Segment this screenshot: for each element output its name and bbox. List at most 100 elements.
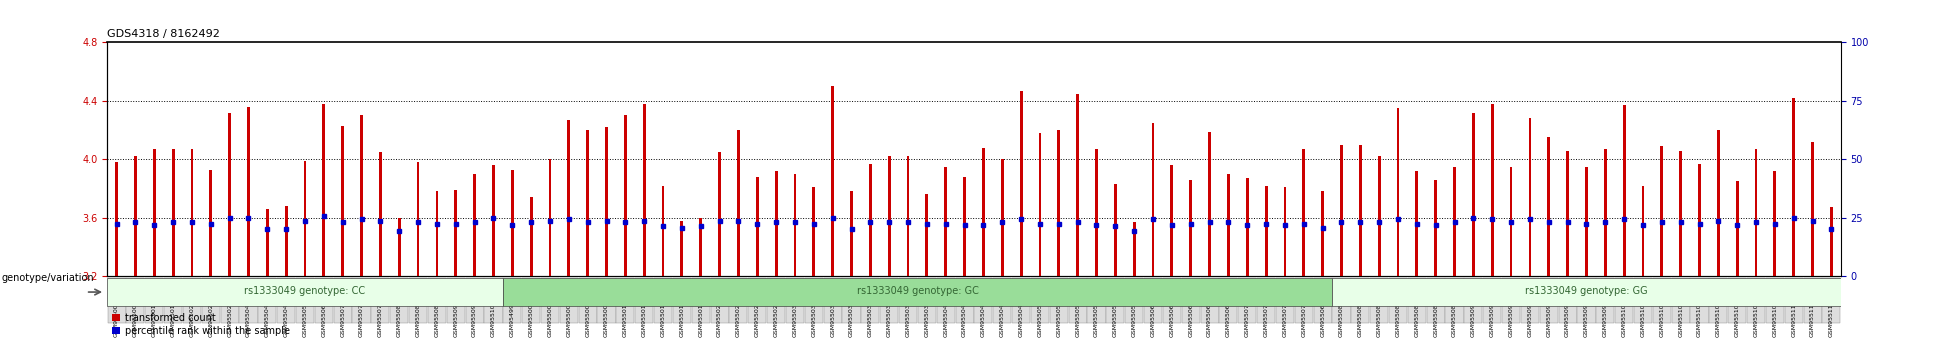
FancyBboxPatch shape <box>768 278 785 323</box>
FancyBboxPatch shape <box>1615 278 1632 323</box>
FancyBboxPatch shape <box>1200 278 1219 323</box>
Text: GSM955019: GSM955019 <box>171 299 175 337</box>
FancyBboxPatch shape <box>127 278 144 323</box>
Bar <box>1660 146 1664 276</box>
Text: GSM955098: GSM955098 <box>1584 299 1590 337</box>
FancyBboxPatch shape <box>1465 278 1482 323</box>
FancyBboxPatch shape <box>729 278 748 323</box>
FancyBboxPatch shape <box>1784 278 1802 323</box>
Text: GSM955043: GSM955043 <box>245 299 251 337</box>
FancyBboxPatch shape <box>748 278 766 323</box>
FancyBboxPatch shape <box>1595 278 1615 323</box>
Text: GSM955001: GSM955001 <box>528 299 534 337</box>
FancyBboxPatch shape <box>485 278 503 323</box>
Bar <box>267 209 269 276</box>
FancyBboxPatch shape <box>672 278 692 323</box>
Text: GDS4318 / 8162492: GDS4318 / 8162492 <box>107 29 220 39</box>
Text: GSM955072: GSM955072 <box>341 299 345 337</box>
Text: GSM955074: GSM955074 <box>1264 299 1268 337</box>
Text: GSM955101: GSM955101 <box>491 299 497 337</box>
Text: rs1333049 genotype: CC: rs1333049 genotype: CC <box>244 286 366 296</box>
Bar <box>360 115 362 276</box>
Bar <box>1586 167 1588 276</box>
Text: GSM955013: GSM955013 <box>660 299 666 337</box>
Bar <box>775 171 777 276</box>
Bar <box>793 174 797 276</box>
FancyBboxPatch shape <box>1408 278 1426 323</box>
Bar <box>208 170 212 276</box>
FancyBboxPatch shape <box>1445 278 1463 323</box>
Text: GSM955012: GSM955012 <box>641 299 647 337</box>
FancyBboxPatch shape <box>598 278 616 323</box>
Bar <box>1736 181 1740 276</box>
Bar <box>1716 130 1720 276</box>
FancyBboxPatch shape <box>316 278 333 323</box>
Bar <box>1001 159 1003 276</box>
Bar <box>304 161 306 276</box>
Text: GSM955082: GSM955082 <box>1377 299 1381 337</box>
Bar <box>247 107 249 276</box>
Bar <box>380 152 382 276</box>
Text: GSM955088: GSM955088 <box>415 299 421 337</box>
FancyBboxPatch shape <box>1087 278 1106 323</box>
FancyBboxPatch shape <box>1313 278 1332 323</box>
Text: GSM955096: GSM955096 <box>1564 299 1570 337</box>
FancyBboxPatch shape <box>1332 278 1350 323</box>
Text: GSM955008: GSM955008 <box>132 299 138 337</box>
Bar <box>945 167 947 276</box>
Text: GSM955042: GSM955042 <box>962 299 966 337</box>
Bar <box>1038 133 1042 276</box>
Bar <box>436 192 438 276</box>
Text: GSM955002: GSM955002 <box>115 299 119 337</box>
Text: GSM955111: GSM955111 <box>1810 299 1816 337</box>
Bar <box>1340 145 1342 276</box>
Text: GSM955046: GSM955046 <box>999 299 1005 337</box>
Text: GSM955030: GSM955030 <box>793 299 797 337</box>
FancyBboxPatch shape <box>107 278 125 323</box>
Bar <box>284 206 288 276</box>
FancyBboxPatch shape <box>1426 278 1445 323</box>
Text: GSM955104: GSM955104 <box>1677 299 1683 337</box>
FancyBboxPatch shape <box>861 278 879 323</box>
Bar <box>1019 91 1023 276</box>
Bar <box>1171 165 1173 276</box>
Text: GSM955052: GSM955052 <box>1056 299 1062 337</box>
FancyBboxPatch shape <box>1352 278 1369 323</box>
Text: GSM955073: GSM955073 <box>1245 299 1251 337</box>
Bar <box>341 126 345 276</box>
FancyBboxPatch shape <box>1276 278 1293 323</box>
Bar <box>982 148 986 276</box>
Text: GSM955099: GSM955099 <box>1603 299 1607 337</box>
Text: GSM955023: GSM955023 <box>208 299 212 337</box>
Text: GSM955090: GSM955090 <box>1471 299 1477 337</box>
Bar <box>1134 222 1136 276</box>
Bar <box>115 162 119 276</box>
FancyBboxPatch shape <box>1578 278 1595 323</box>
Text: GSM955045: GSM955045 <box>982 299 986 337</box>
Text: GSM955100: GSM955100 <box>1621 299 1627 337</box>
FancyBboxPatch shape <box>1050 278 1068 323</box>
Text: GSM955011: GSM955011 <box>623 299 627 337</box>
FancyBboxPatch shape <box>466 278 483 323</box>
FancyBboxPatch shape <box>1804 278 1821 323</box>
FancyBboxPatch shape <box>542 278 559 323</box>
Bar <box>493 165 495 276</box>
Bar <box>530 197 532 276</box>
FancyBboxPatch shape <box>655 278 672 323</box>
Bar <box>888 156 890 276</box>
FancyBboxPatch shape <box>993 278 1011 323</box>
Bar <box>1114 184 1116 276</box>
Text: GSM955102: GSM955102 <box>1640 299 1646 337</box>
FancyBboxPatch shape <box>1521 278 1539 323</box>
Text: GSM955089: GSM955089 <box>434 299 440 337</box>
Text: GSM955033: GSM955033 <box>830 299 836 337</box>
Bar <box>1434 180 1438 276</box>
Bar <box>1227 174 1229 276</box>
Text: GSM955004: GSM955004 <box>567 299 571 337</box>
Text: GSM955103: GSM955103 <box>1660 299 1664 337</box>
FancyBboxPatch shape <box>1182 278 1200 323</box>
FancyBboxPatch shape <box>240 278 257 323</box>
FancyBboxPatch shape <box>937 278 955 323</box>
FancyBboxPatch shape <box>1652 278 1671 323</box>
FancyBboxPatch shape <box>107 278 503 306</box>
